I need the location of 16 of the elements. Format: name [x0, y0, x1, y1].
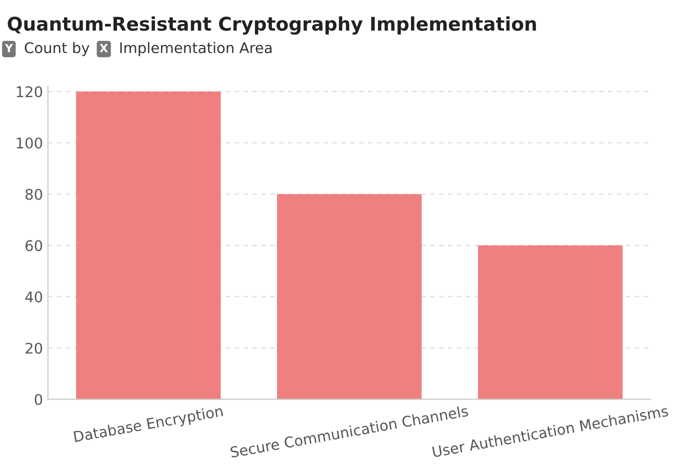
y-tick-label: 100 — [16, 138, 42, 149]
y-tick-label: 0 — [34, 394, 42, 406]
bar — [76, 92, 221, 400]
x-tick-label: Database Encryption — [74, 405, 224, 445]
y-axis-title: Count by — [24, 42, 90, 56]
bar — [478, 245, 623, 400]
text: X — [100, 44, 108, 52]
y-tick-label: 80 — [26, 188, 42, 200]
y-tick-label: 20 — [26, 342, 42, 354]
x-axis-title: Implementation Area — [120, 42, 272, 56]
y-tick-label: 120 — [16, 86, 42, 98]
y-tick-label: 60 — [26, 240, 42, 252]
bar — [277, 194, 422, 400]
chart-title: Quantum-Resistant Cryptography Implementation — [8, 16, 536, 35]
y-tick-label: 40 — [25, 291, 42, 302]
text: Y — [4, 44, 14, 52]
